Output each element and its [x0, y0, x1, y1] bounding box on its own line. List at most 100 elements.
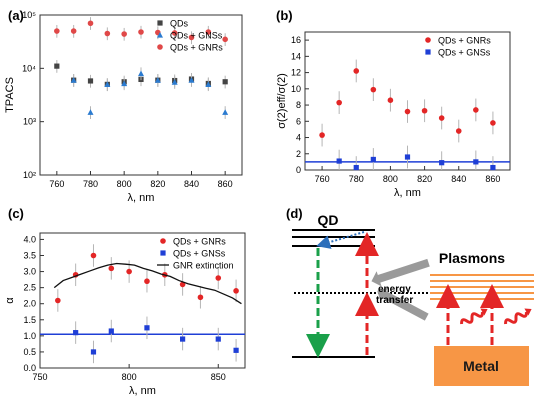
plasmon-levels — [430, 274, 534, 300]
x-axis-label: λ, nm — [128, 192, 155, 204]
energy-transfer-label-2: transfer — [376, 295, 413, 306]
x-tick-label: 780 — [83, 179, 98, 189]
legend-label: QDs + GNSs — [438, 48, 491, 58]
chart-c: 750 800 850 0.0 0.5 1.0 1.5 2.0 2.5 3.0 3.5 4.0 λ, n… — [4, 232, 246, 397]
data-point — [319, 132, 325, 138]
data-point — [70, 77, 77, 83]
data-point — [404, 108, 411, 115]
data-point — [473, 159, 479, 165]
data-point — [387, 97, 394, 103]
data-point — [180, 336, 186, 342]
data-point — [370, 156, 376, 163]
legend-swatch — [157, 44, 163, 50]
data-point — [421, 107, 428, 114]
legend-label: QDs + GNRs — [438, 36, 491, 46]
data-point — [90, 252, 97, 259]
data-point — [205, 29, 212, 35]
legend-label: QDs — [170, 19, 189, 29]
data-point — [197, 294, 204, 301]
x-tick-label: 860 — [218, 179, 233, 189]
data-point — [473, 107, 479, 113]
legend-swatch — [425, 37, 431, 43]
data-point — [222, 36, 228, 43]
series-line — [53, 262, 242, 305]
y-tick-label: 10² — [23, 170, 36, 180]
data-point — [233, 347, 239, 353]
data-point — [73, 330, 79, 336]
y-tick-label: 10⁴ — [22, 63, 36, 73]
y-tick-label: 8 — [296, 100, 301, 110]
data-point — [144, 325, 150, 331]
y-tick-label: 10⁵ — [22, 10, 36, 20]
x-tick-label: 800 — [383, 174, 398, 184]
data-point — [438, 115, 445, 121]
y-tick-label: 10 — [291, 84, 301, 94]
x-tick-label: 760 — [315, 174, 330, 184]
data-point — [87, 78, 94, 84]
data-point — [87, 20, 94, 27]
data-point — [490, 120, 496, 126]
x-tick-label: 780 — [349, 174, 364, 184]
data-point — [215, 275, 222, 281]
data-point — [222, 79, 228, 85]
y-tick-label: 1.5 — [23, 315, 36, 325]
photon-wave-icon-2 — [504, 308, 532, 325]
y-tick-label: 16 — [291, 35, 301, 45]
y-tick-label: 2.0 — [23, 299, 36, 309]
x-tick-label: 760 — [49, 179, 64, 189]
y-tick-label: 0.0 — [23, 363, 36, 373]
data-point — [490, 164, 496, 171]
legend-label: QDs + GNRs — [173, 237, 226, 247]
x-axis-label: λ, nm — [394, 187, 421, 199]
legend-swatch — [157, 20, 163, 26]
data-point — [188, 34, 195, 41]
panel-d-label: (d) — [286, 206, 303, 221]
energy-transfer-label-1: energy — [378, 284, 411, 295]
energy-transfer-arrow-upper — [371, 258, 430, 287]
data-point — [188, 77, 195, 83]
y-tick-label: 0 — [296, 165, 301, 175]
legend-label: QDs + GNSs — [173, 249, 226, 259]
data-point — [455, 128, 462, 134]
data-point — [138, 29, 144, 35]
y-tick-label: 3.5 — [23, 251, 36, 261]
relaxation-dotted-arrow — [316, 231, 365, 249]
y-tick-label: 6 — [296, 116, 301, 126]
x-tick-label: 750 — [32, 372, 47, 382]
data-point — [104, 81, 111, 87]
y-tick-label: 0.5 — [23, 347, 36, 357]
metal-block — [434, 346, 529, 386]
panel-a-label: (a) — [8, 8, 24, 23]
data-point — [54, 28, 60, 34]
data-point — [90, 349, 97, 355]
y-tick-label: 3.0 — [23, 267, 36, 277]
data-point — [353, 164, 359, 171]
x-tick-label: 820 — [150, 179, 165, 189]
y-tick-label: 2.5 — [23, 283, 36, 293]
data-point — [171, 30, 178, 36]
y-axis-label: TPACS — [4, 77, 16, 113]
x-tick-label: 860 — [485, 174, 500, 184]
data-point — [121, 80, 128, 87]
y-tick-label: 10³ — [23, 117, 36, 127]
photon-wave-icon-1 — [460, 308, 488, 325]
plot-frame-a — [39, 14, 243, 176]
data-point — [138, 70, 144, 77]
y-tick-label: 2 — [296, 149, 301, 159]
data-point — [108, 328, 114, 334]
x-tick-label: 800 — [122, 372, 137, 382]
y-tick-label: 4.0 — [23, 234, 36, 244]
data-point — [54, 63, 60, 69]
energy-diagram: QD Plasmons energy transfer — [292, 212, 534, 386]
data-point — [353, 68, 360, 74]
data-point — [121, 31, 127, 37]
legend-swatch — [160, 238, 166, 244]
legend-label: QDs + GNSs — [170, 31, 223, 41]
data-point — [104, 30, 111, 37]
panel-c-label: (c) — [8, 206, 24, 221]
data-point — [370, 86, 377, 93]
data-point — [336, 99, 342, 106]
metal-label: Metal — [463, 358, 499, 374]
x-tick-label: 800 — [117, 179, 132, 189]
